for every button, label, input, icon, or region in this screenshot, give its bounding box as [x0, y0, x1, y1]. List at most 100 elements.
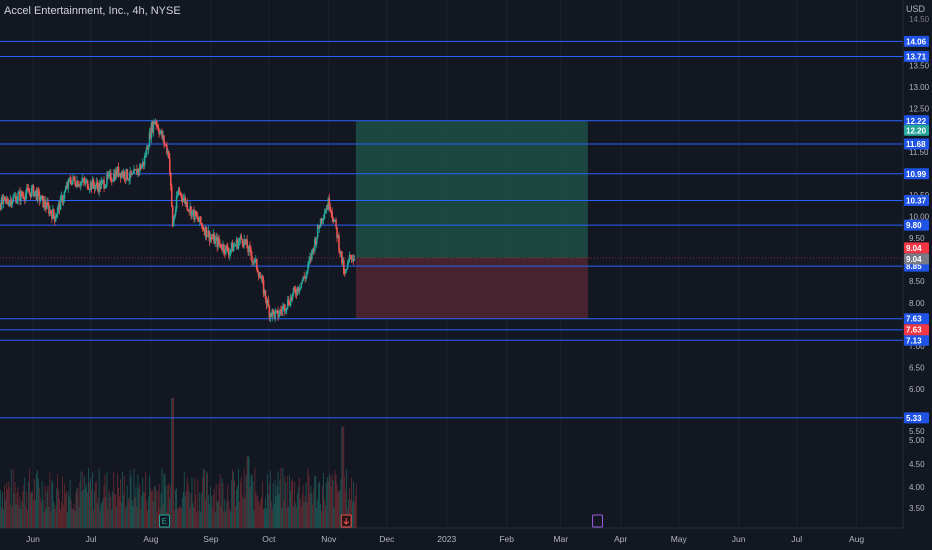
level-price-tag[interactable]	[904, 51, 929, 63]
volume-bar	[193, 507, 195, 528]
volume-bar	[137, 474, 139, 528]
current-price-tag[interactable]	[904, 324, 929, 336]
volume-bar	[65, 490, 67, 528]
candle-body	[182, 198, 185, 202]
volume-bar	[261, 496, 263, 528]
candle-body	[204, 226, 207, 235]
candle-body	[266, 300, 269, 305]
candle-body	[349, 254, 352, 256]
earnings-marker[interactable]	[592, 514, 604, 528]
candle-body	[231, 242, 234, 252]
candle-body	[269, 313, 272, 318]
level-price-tag[interactable]	[904, 35, 929, 47]
volume-bar	[108, 490, 110, 528]
volume-bar	[205, 498, 206, 528]
volume-bar	[104, 474, 106, 528]
level-price-tag-text: 7.13	[906, 336, 922, 345]
volume-bar	[328, 473, 330, 528]
volume-bar	[111, 509, 113, 528]
candle-body	[111, 180, 114, 182]
level-price-tag[interactable]	[904, 138, 929, 150]
candle-body	[353, 259, 356, 261]
candle-body	[134, 169, 136, 171]
candle-body	[172, 219, 175, 227]
profit-zone[interactable]	[355, 120, 588, 258]
candle-body	[119, 173, 122, 178]
candle-body	[51, 213, 53, 219]
candle-body	[72, 176, 74, 181]
time-tick-label: Sep	[203, 534, 218, 544]
candle-body	[320, 218, 323, 221]
candle-body	[267, 300, 270, 307]
volume-bar	[242, 498, 244, 528]
volume-bar	[296, 492, 298, 528]
volume-bar	[115, 494, 117, 528]
current-price-tag[interactable]	[904, 253, 929, 265]
volume-bar	[7, 481, 9, 528]
event-markers[interactable]: E	[158, 514, 604, 528]
volume-bar	[73, 503, 75, 528]
level-price-tag[interactable]	[904, 195, 929, 207]
candle-body	[22, 195, 24, 197]
candle-body	[246, 239, 248, 249]
level-price-tag[interactable]	[904, 115, 929, 127]
volume-bar	[120, 501, 122, 528]
volume-bar	[145, 471, 147, 528]
volume-bar	[130, 476, 132, 528]
candle-body	[53, 215, 56, 222]
candle-body	[325, 207, 328, 212]
candle-body	[110, 172, 112, 182]
volume-bar	[157, 491, 159, 528]
volume-bar	[196, 512, 198, 528]
candle-body	[298, 288, 301, 292]
volume-bar	[323, 499, 325, 528]
earnings-marker[interactable]	[158, 514, 170, 528]
volume-bar	[62, 504, 64, 528]
level-price-tag[interactable]	[904, 412, 929, 424]
volume-bar	[262, 481, 263, 528]
candle-body	[293, 288, 296, 290]
level-price-tag[interactable]	[904, 334, 929, 346]
candle-body	[62, 198, 65, 203]
volume-bar	[180, 507, 182, 528]
candle-body	[321, 219, 324, 221]
candle-body	[181, 197, 184, 202]
volume-bar	[207, 472, 208, 528]
price-axis[interactable]: 14.5013.5013.0012.5012.0011.5011.0010.50…	[902, 0, 932, 528]
volume-bar	[224, 499, 226, 528]
volume-bar	[146, 501, 147, 528]
volume-bar	[141, 495, 143, 528]
candle-body	[146, 147, 149, 151]
candle-body	[236, 239, 239, 249]
volume-bar	[245, 474, 247, 528]
level-price-tag[interactable]	[904, 313, 929, 325]
candle-body	[28, 192, 31, 194]
volume-bar	[243, 469, 245, 528]
volume-bar	[34, 500, 36, 528]
candle-body	[4, 197, 7, 200]
candle-body	[222, 244, 224, 250]
candle-body	[198, 216, 201, 222]
time-axis[interactable]: Jun Jul Aug Sep Oct Nov Dec 2023 Feb Mar Apr May Jun…	[26, 534, 864, 544]
horizontal-levels[interactable]	[0, 40, 903, 419]
time-tick-label: Feb	[499, 534, 514, 544]
level-price-tag[interactable]	[904, 219, 929, 231]
long-position-tool[interactable]	[355, 120, 588, 319]
candle-body	[225, 245, 227, 254]
time-tick-label: Jul	[86, 534, 97, 544]
candle-body	[52, 209, 54, 219]
time-tick-label: Aug	[849, 534, 864, 544]
current-price-tag[interactable]	[904, 242, 929, 254]
loss-zone[interactable]	[355, 257, 588, 319]
current-price-tag[interactable]	[904, 124, 929, 136]
candle-body	[284, 304, 286, 312]
level-price-tag[interactable]	[904, 168, 929, 180]
volume-bar	[152, 501, 154, 528]
candle-body	[219, 243, 221, 245]
candle-body	[104, 187, 106, 189]
candle-body	[220, 244, 222, 249]
volume-bar	[204, 470, 205, 528]
volume-bar	[201, 492, 203, 528]
volume-bar	[209, 486, 211, 528]
